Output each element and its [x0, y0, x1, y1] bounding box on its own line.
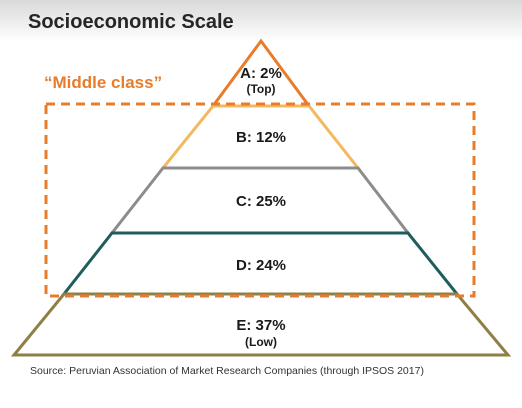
header-band	[0, 0, 522, 42]
level-b-label: B: 12%	[236, 129, 286, 146]
level-e-sublabel: (Low)	[245, 335, 277, 349]
level-c-label: C: 25%	[236, 193, 286, 210]
level-a-sublabel: (Top)	[246, 82, 275, 96]
middle-class-label: “Middle class”	[44, 73, 163, 92]
level-e-label: E: 37%	[236, 317, 285, 334]
middle-class-highlight-box	[44, 102, 476, 298]
level-e-segment	[10, 292, 512, 357]
source-note: Source: Peruvian Association of Market R…	[30, 365, 424, 377]
level-a-label: A: 2%	[240, 65, 282, 82]
level-d-label: D: 24%	[236, 257, 286, 274]
page-title: Socioeconomic Scale	[28, 11, 234, 33]
